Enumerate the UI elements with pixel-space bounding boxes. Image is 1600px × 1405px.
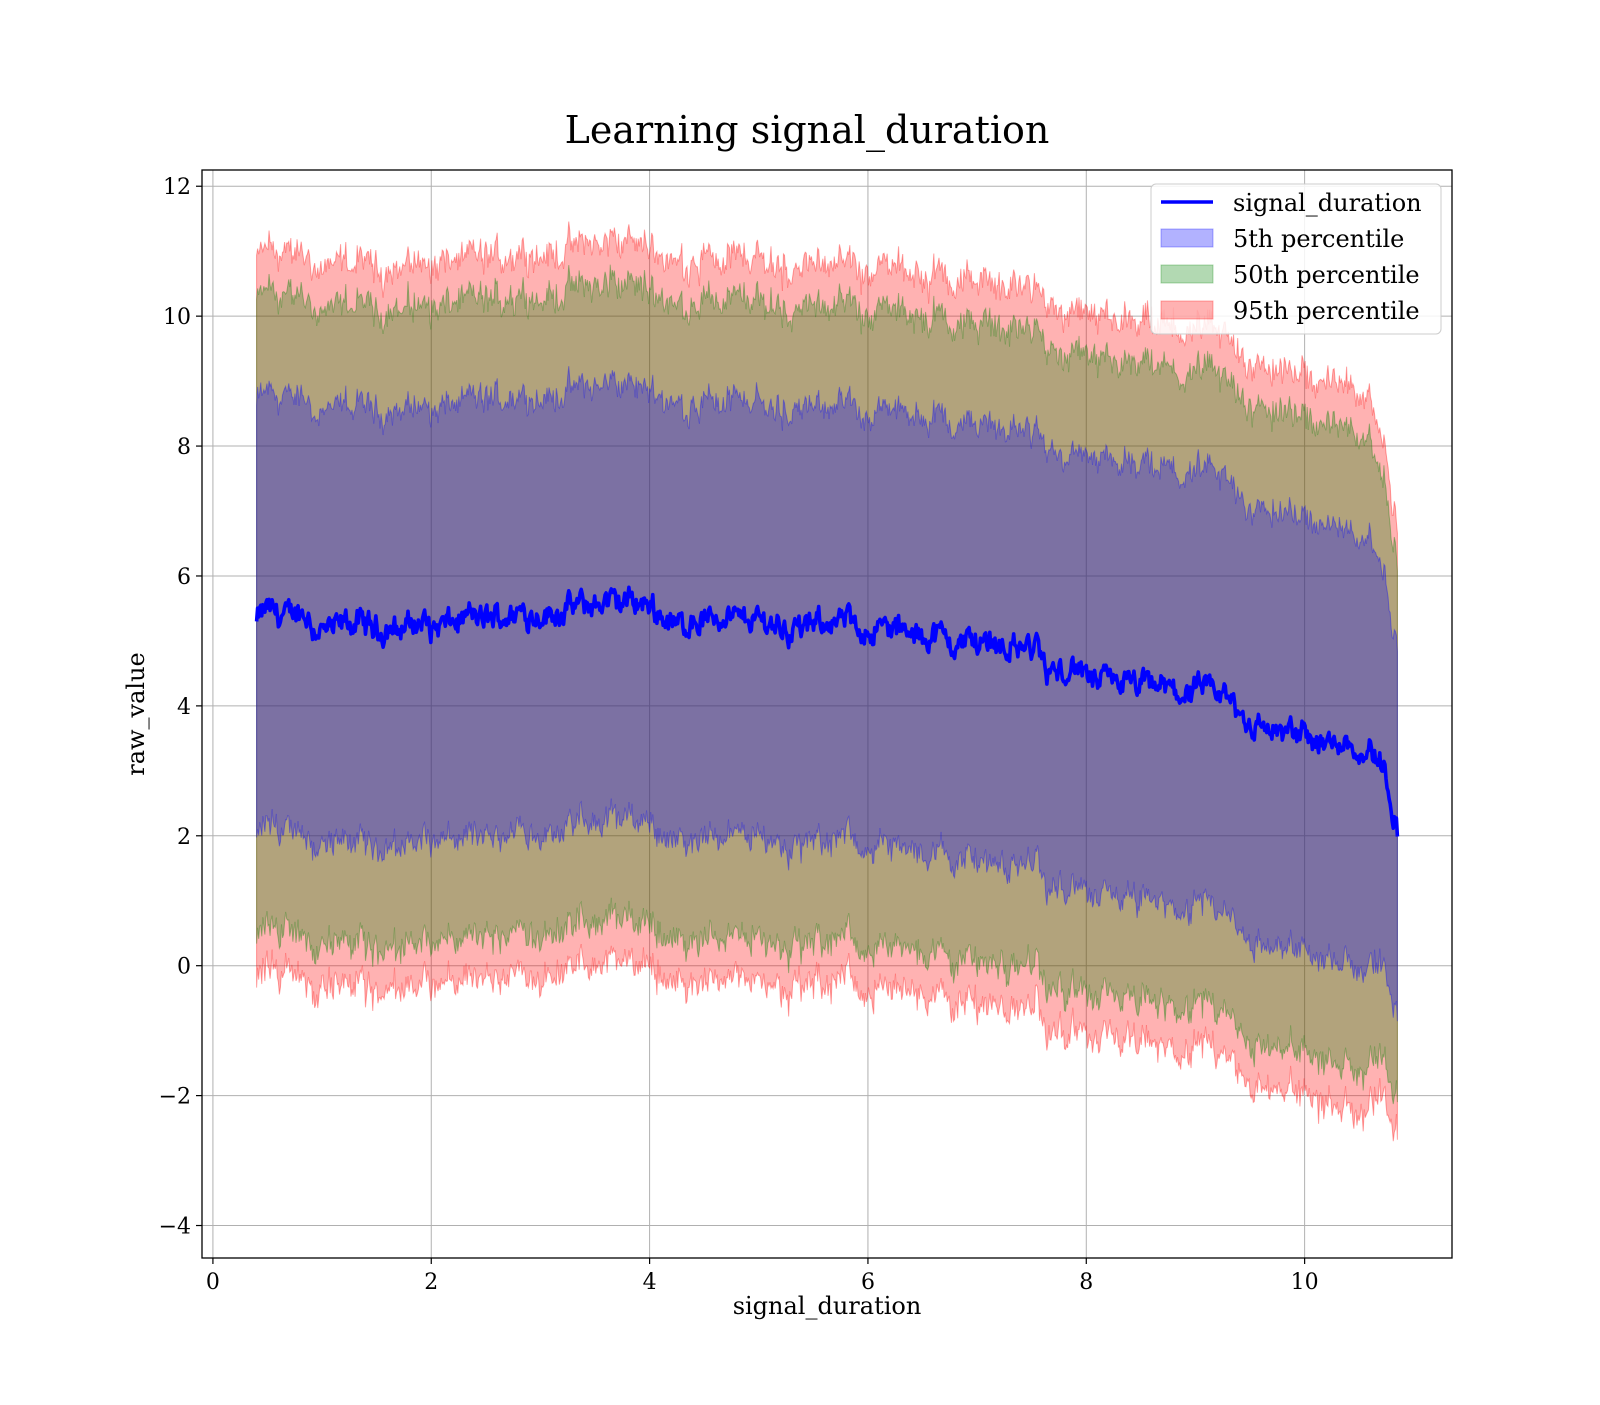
y-tick-label: 8 (177, 435, 191, 460)
x-tick-label: 2 (424, 1270, 438, 1295)
y-axis-label: raw_value (122, 652, 150, 776)
legend-swatch-5th-percentile (1160, 228, 1214, 248)
y-tick-label: 10 (163, 305, 191, 330)
x-tick-label: 8 (1079, 1270, 1093, 1295)
legend-swatch-95th-percentile (1160, 300, 1214, 320)
chart-title: Learning signal_duration (565, 108, 1050, 153)
y-tick-label: 4 (177, 695, 191, 720)
x-tick-label: 10 (1291, 1270, 1319, 1295)
x-tick-label: 6 (861, 1270, 875, 1295)
legend-label-95th-percentile: 95th percentile (1233, 297, 1420, 325)
percentile-bands (256, 221, 1398, 1142)
band-95th-percentile (256, 221, 1398, 1142)
y-tick-label: 2 (177, 825, 191, 850)
legend-label-signal-duration: signal_duration (1233, 189, 1422, 217)
line-signal-duration (254, 585, 1400, 837)
legend-label-50th-percentile: 50th percentile (1233, 261, 1420, 289)
legend-label-5th-percentile: 5th percentile (1233, 225, 1404, 253)
y-tick-label: 6 (177, 565, 191, 590)
band-5th-percentile (256, 366, 1398, 1022)
y-tick-label: −2 (159, 1085, 191, 1110)
axis-ticks: 0 2 4 6 8 10 −4 −2 0 2 4 6 8 10 12 (159, 175, 1319, 1295)
mean-line-layer (254, 585, 1400, 837)
grid (202, 170, 1452, 1258)
x-axis-label: signal_duration (733, 1292, 922, 1320)
y-tick-label: −4 (159, 1215, 191, 1240)
band-50th-percentile (256, 264, 1398, 1105)
x-tick-label: 0 (206, 1270, 220, 1295)
y-tick-label: 0 (177, 955, 191, 980)
x-tick-label: 4 (643, 1270, 657, 1295)
plot-frame (201, 169, 1453, 1259)
legend: signal_duration 5th percentile 50th perc… (1150, 183, 1442, 335)
legend-box (1150, 183, 1442, 335)
legend-swatch-50th-percentile (1160, 264, 1214, 284)
y-tick-label: 12 (163, 175, 191, 200)
